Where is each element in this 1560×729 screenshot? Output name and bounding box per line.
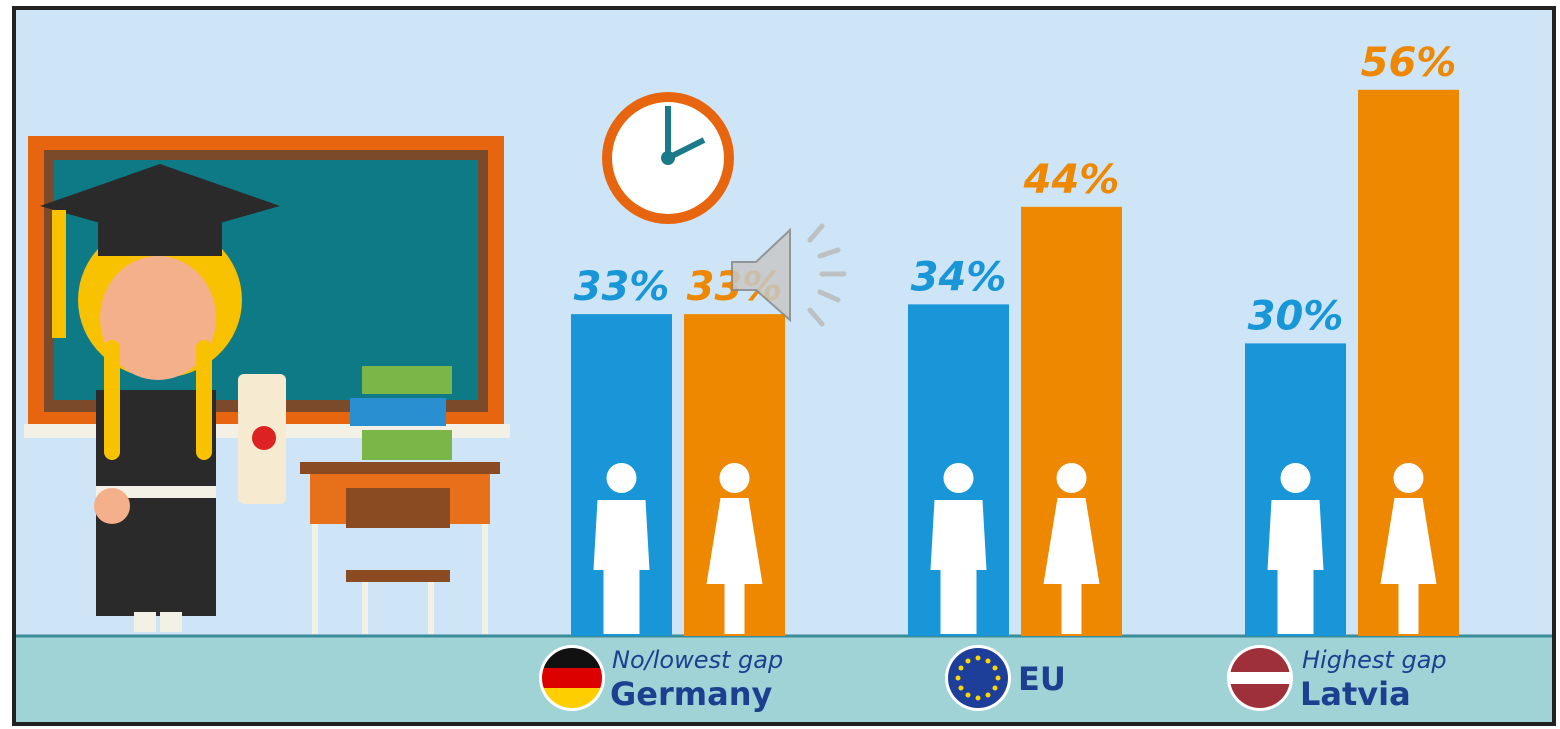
flag-latvia xyxy=(1227,645,1293,711)
flag-germany xyxy=(539,645,605,711)
chart: 33%34%30%33%44%56% No/lowest gap Germany… xyxy=(0,0,1560,729)
flag-eu xyxy=(945,645,1011,711)
category-subtitle: Highest gap xyxy=(1302,646,1447,674)
person-icon xyxy=(1394,463,1424,493)
person-icon xyxy=(1281,463,1311,493)
value-label: 56% xyxy=(1361,40,1457,86)
category-label: Latvia xyxy=(1300,675,1411,713)
value-label: 33% xyxy=(574,264,670,310)
value-label: 44% xyxy=(1023,157,1120,203)
category-subtitle: No/lowest gap xyxy=(612,646,783,674)
person-icon xyxy=(720,463,750,493)
person-icon xyxy=(944,463,974,493)
person-icon xyxy=(607,463,637,493)
value-label: 34% xyxy=(911,254,1007,300)
clock xyxy=(602,92,734,224)
value-label: 30% xyxy=(1248,293,1344,339)
person-icon xyxy=(1057,463,1087,493)
category-label: Germany xyxy=(610,675,772,713)
category-label: EU xyxy=(1018,660,1066,698)
